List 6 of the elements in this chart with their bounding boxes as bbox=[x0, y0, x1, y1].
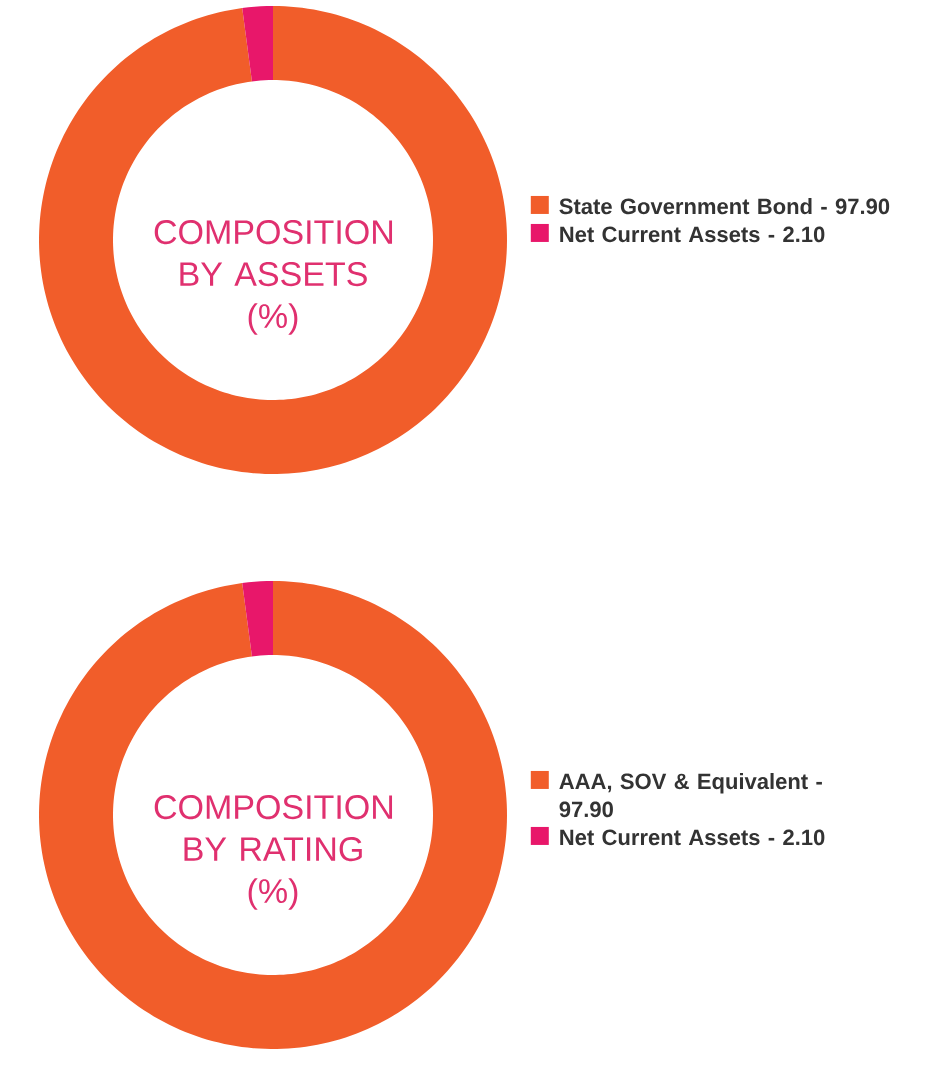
text: COMPOSITION BY ASSETS (%) bbox=[154, 220, 393, 335]
legend-label: AAA, SOV & Equivalent - 97.90 bbox=[559, 773, 822, 818]
legend-label: Net Current Assets - 2.10 bbox=[560, 829, 825, 846]
legend-label: State Government Bond - 97.90 bbox=[559, 198, 890, 215]
text: COMPOSITION BY RATING (%) bbox=[154, 795, 393, 910]
legend-label: Net Current Assets - 2.10 bbox=[560, 226, 825, 243]
